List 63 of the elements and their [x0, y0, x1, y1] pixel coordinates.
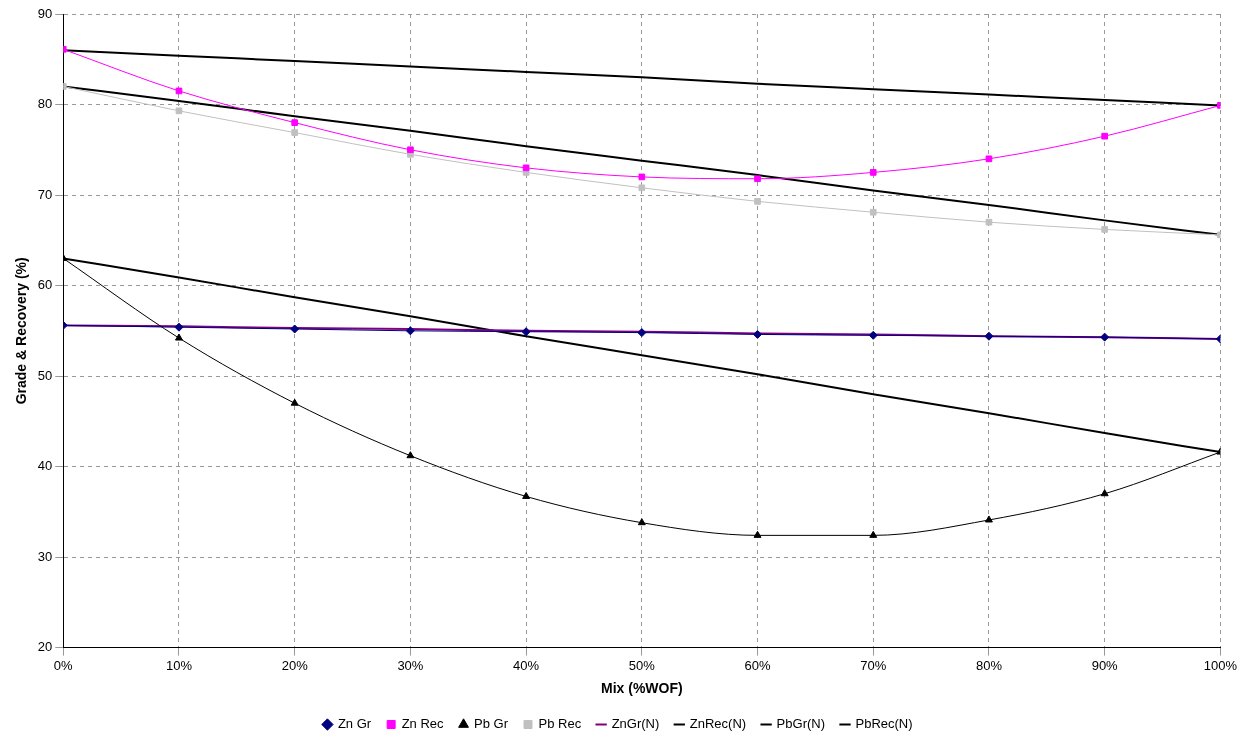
- y-tick-label: 60: [37, 277, 53, 293]
- point: [984, 515, 993, 523]
- point: [1101, 226, 1108, 233]
- point: [985, 155, 993, 163]
- point: [175, 333, 183, 341]
- y-tick-label: 90: [37, 5, 53, 21]
- y-tick-label: 30: [37, 548, 53, 564]
- legend-label: ZnRec(N): [689, 716, 747, 732]
- y-tick-label: 40: [37, 458, 53, 474]
- x-tick-label: 0%: [53, 657, 74, 673]
- point: [754, 198, 761, 205]
- point: [638, 184, 646, 192]
- x-tick-label: 30%: [397, 657, 424, 673]
- legend-label: Pb Rec: [538, 716, 582, 732]
- point: [406, 451, 415, 459]
- point: [753, 329, 763, 339]
- legend-label: Zn Rec: [401, 716, 445, 732]
- point: [868, 330, 878, 340]
- point: [290, 324, 300, 334]
- point: [869, 169, 877, 176]
- x-tick-label: 10%: [165, 657, 193, 673]
- point: [175, 107, 183, 115]
- point: [407, 146, 414, 154]
- y-tick-label: 70: [37, 186, 53, 202]
- x-tick-label: 90%: [1091, 657, 1119, 673]
- x-tick-label: 40%: [513, 657, 540, 673]
- point: [1100, 489, 1109, 497]
- point: [291, 119, 299, 126]
- point: [522, 164, 530, 172]
- point: [754, 175, 761, 183]
- point: [405, 326, 415, 336]
- x-tick-label: 70%: [860, 657, 887, 673]
- y-axis-title: Grade & Recovery (%): [13, 257, 30, 405]
- point: [174, 322, 184, 332]
- point: [637, 518, 646, 526]
- legend-label: PbRec(N): [855, 716, 913, 732]
- point: [521, 327, 531, 337]
- x-tick-label: 80%: [975, 657, 1003, 673]
- x-tick-label: 60%: [744, 657, 771, 673]
- point: [984, 331, 994, 341]
- y-tick-label: 20: [37, 639, 53, 655]
- point: [1101, 132, 1108, 140]
- point: [985, 218, 993, 226]
- point: [869, 208, 877, 216]
- point: [637, 328, 647, 338]
- point: [290, 398, 299, 406]
- point: [1100, 332, 1110, 342]
- x-tick-label: 20%: [281, 657, 309, 673]
- y-tick-label: 50: [37, 367, 53, 383]
- legend-label: ZnGr(N): [611, 716, 660, 732]
- point: [291, 129, 299, 136]
- x-tick-label: 50%: [628, 657, 656, 673]
- point: [175, 87, 183, 95]
- legend-label: PbGr(N): [776, 716, 826, 732]
- legend-label: Pb Gr: [474, 716, 509, 732]
- point: [638, 173, 646, 181]
- x-tick-label: 100%: [1203, 657, 1238, 673]
- y-tick-label: 80: [37, 96, 53, 112]
- point: [753, 530, 762, 538]
- point: [869, 530, 878, 538]
- legend-label: Zn Gr: [337, 716, 372, 732]
- point: [522, 491, 531, 499]
- x-axis-title: Mix (%WOF): [600, 680, 683, 697]
